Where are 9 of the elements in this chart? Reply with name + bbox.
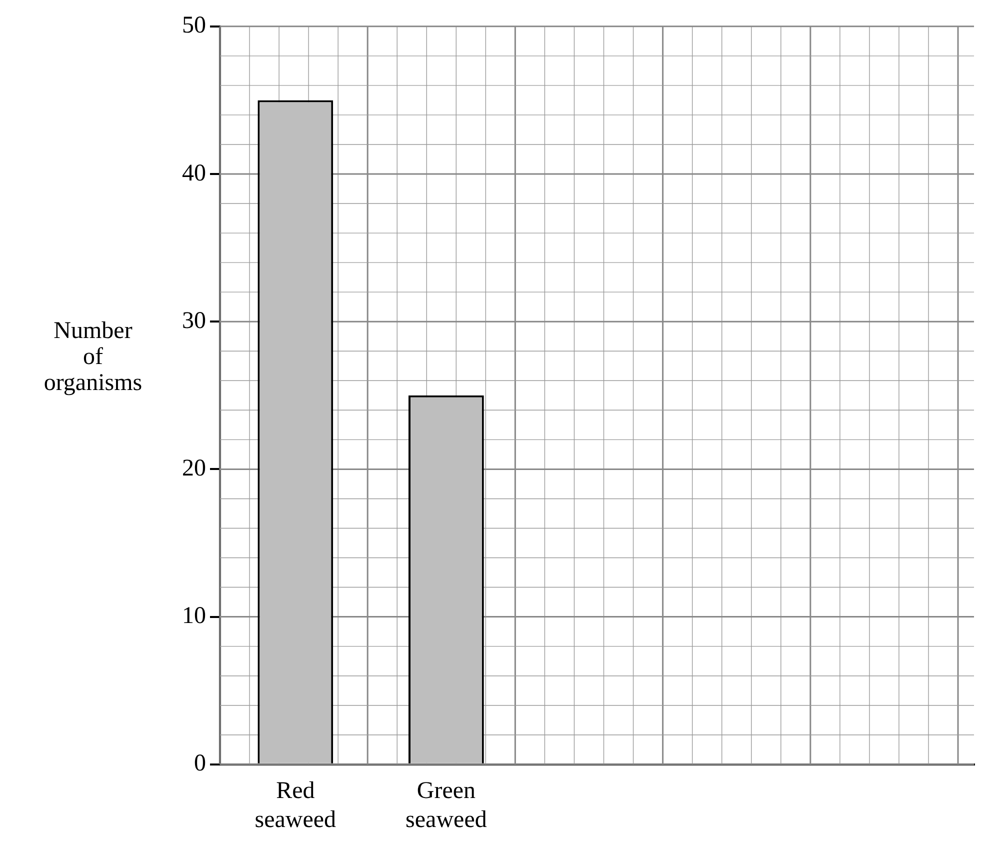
y-tick-label: 20 <box>182 455 206 482</box>
y-tick-label: 0 <box>194 750 206 777</box>
y-tick-label: 30 <box>182 308 206 334</box>
y-axis-title: Number of organisms <box>42 318 144 396</box>
y-tick-label: 40 <box>182 160 206 186</box>
x-tick-label: Green seaweed <box>406 778 487 833</box>
y-tick-label: 50 <box>182 12 206 39</box>
y-tick-label: 10 <box>182 603 206 630</box>
x-tick-label: Red seaweed <box>254 778 336 833</box>
